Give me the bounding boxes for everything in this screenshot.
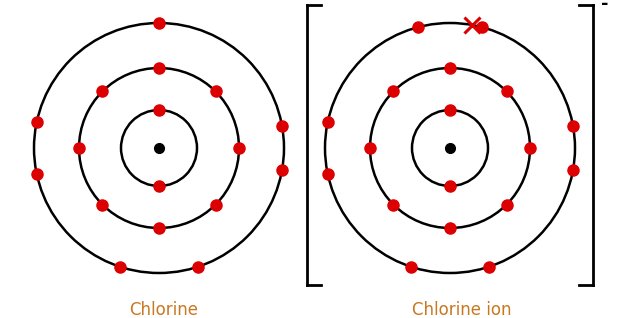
Text: Chlorine ion: Chlorine ion	[412, 301, 511, 318]
Text: Chlorine: Chlorine	[129, 301, 198, 318]
Text: -: -	[601, 0, 609, 13]
